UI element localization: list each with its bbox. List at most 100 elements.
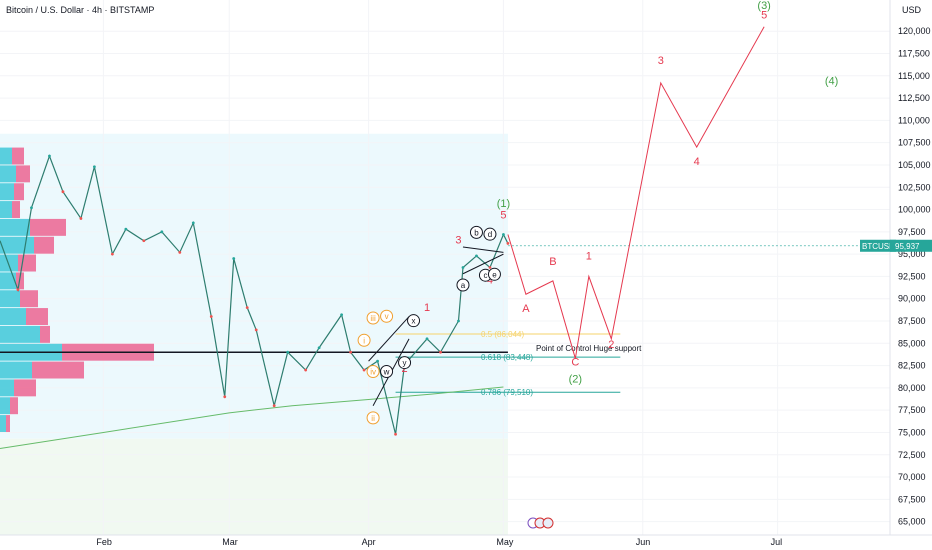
wave-label: ii — [371, 414, 375, 423]
y-tick-label: 70,000 — [898, 472, 926, 482]
wave-label: b — [474, 228, 479, 237]
volume-bar-blue — [0, 254, 18, 272]
wave-label-circle — [380, 365, 394, 378]
wave-label: c — [483, 271, 487, 280]
price-point — [223, 395, 227, 399]
price-point — [110, 252, 114, 256]
wave-label: 5 — [500, 209, 506, 221]
volume-bar-pink — [12, 147, 24, 165]
x-tick-label: Mar — [222, 537, 238, 547]
wave-label: 2 — [608, 339, 614, 351]
price-point — [79, 217, 83, 220]
wave-label: A — [522, 303, 530, 315]
volume-bar-blue — [0, 218, 30, 236]
volume-bar-pink — [10, 397, 18, 415]
volume-bar-blue — [0, 165, 16, 183]
y-tick-label: 115,000 — [898, 71, 930, 81]
x-axis[interactable]: Feb Mar Apr May Jun Jul — [96, 537, 782, 547]
wave-label: iii — [370, 314, 376, 323]
volume-bar-pink — [20, 290, 38, 308]
wave-label: 4 — [694, 156, 700, 168]
wave-label-circle — [357, 333, 371, 347]
wave-label: v — [385, 312, 389, 321]
wave-label-circle — [407, 314, 421, 328]
wave-label: (1) — [497, 198, 510, 210]
volume-bar-blue — [0, 290, 20, 308]
wave-label: e — [492, 270, 497, 279]
price-point — [61, 190, 65, 194]
price-tag: BTCUSD 95,937 — [860, 239, 932, 252]
y-tick-label: 117,500 — [898, 49, 930, 59]
volume-bar-blue — [0, 325, 40, 343]
price-point — [340, 313, 344, 317]
y-tick-label: 107,500 — [898, 138, 931, 148]
pattern-line — [368, 316, 410, 362]
price-point — [92, 165, 96, 169]
price-point — [376, 359, 379, 363]
price-point — [48, 154, 51, 158]
wave-label-circle — [398, 356, 412, 370]
projection-line — [507, 26, 765, 359]
y-tick-label: 87,500 — [898, 316, 926, 326]
level-label: Point of Control Huge support — [536, 344, 642, 353]
volume-bar-blue — [0, 272, 16, 290]
wave-label: (4) — [825, 76, 838, 88]
price-point — [160, 230, 164, 234]
us-flag-icon[interactable] — [542, 517, 554, 529]
lower-shaded-zone — [0, 438, 508, 535]
price-point — [142, 239, 146, 243]
wave-label-circle — [487, 267, 501, 281]
price-point — [394, 432, 397, 436]
level-label: 0.618 (83,448) — [481, 353, 533, 362]
x-tick-label: Jun — [636, 537, 651, 547]
price-point — [457, 319, 460, 323]
chart-title: Bitcoin / U.S. Dollar · 4h · BITSTAMP — [6, 5, 154, 15]
volume-bar-blue — [0, 361, 32, 379]
price-point — [124, 227, 128, 231]
volume-bar-blue — [0, 201, 12, 219]
volume-bar-blue — [0, 183, 14, 201]
y-tick-label: 80,000 — [898, 383, 926, 393]
event-flags[interactable] — [527, 517, 554, 529]
pattern-line — [462, 253, 504, 275]
wave-label: a — [461, 281, 466, 290]
wave-label: 3 — [455, 234, 461, 246]
y-tick-label: 95,000 — [898, 249, 926, 259]
y-tick-label: 92,500 — [898, 271, 926, 281]
price-point — [286, 350, 290, 354]
volume-bar-blue — [0, 147, 12, 165]
wave-label: B — [549, 256, 556, 268]
y-tick-label: 102,500 — [898, 182, 931, 192]
projection-series — [507, 26, 765, 359]
price-point — [488, 266, 492, 269]
wave-label: C — [571, 357, 579, 369]
volume-bar-pink — [12, 201, 20, 219]
wave-label: w — [383, 368, 390, 377]
y-tick-label: 120,000 — [898, 26, 931, 36]
wave-label: 1 — [424, 302, 430, 314]
wave-label: d — [488, 230, 492, 239]
volume-bar-pink — [18, 254, 36, 272]
y-tick-label: 65,000 — [898, 517, 926, 527]
price-point — [245, 306, 249, 310]
y-tick-label: 112,500 — [898, 93, 930, 103]
volume-bar-pink — [40, 325, 50, 343]
y-tick-label: 77,500 — [898, 405, 926, 415]
wave-label: 3 — [658, 55, 664, 67]
wave-label-circle — [366, 365, 380, 378]
y-tick-label: 90,000 — [898, 294, 926, 304]
price-point — [209, 315, 213, 318]
currency-label: USD — [902, 5, 922, 15]
volume-bar-blue — [0, 397, 10, 415]
moving-average-line — [0, 386, 504, 450]
symbol-tag: BTCUSD — [862, 242, 895, 251]
wave-label: (3) — [757, 0, 770, 12]
wave-label: i — [363, 336, 365, 345]
moving-average — [0, 386, 504, 450]
x-tick-label: Apr — [362, 537, 376, 547]
price-point — [178, 250, 182, 254]
y-tick-label: 82,500 — [898, 361, 926, 371]
y-axis[interactable]: 65,000 67,500 70,000 72,500 75,000 77,500 80,0… — [898, 26, 931, 526]
wave-labels: (3)53(4)4(1)53B14A12C2(2)bdacexywiiiviiv… — [357, 0, 838, 425]
